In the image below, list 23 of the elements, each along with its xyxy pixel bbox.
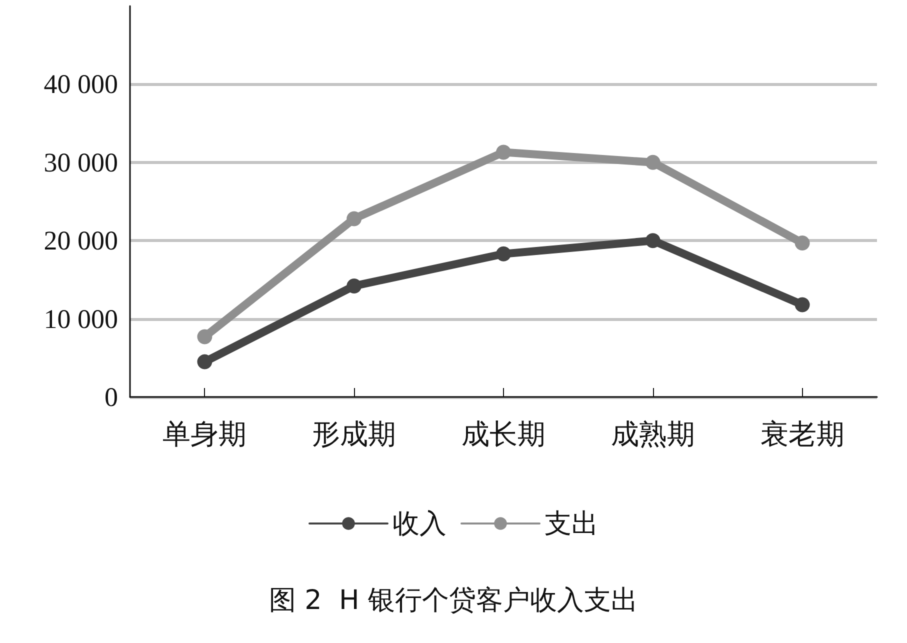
x-tick-label: 形成期 [312,420,396,450]
y-tick-label: 20 000 [44,226,118,256]
point [794,235,810,250]
point [197,354,212,370]
point [645,154,660,170]
point [794,297,810,312]
point [346,278,362,294]
point [346,211,362,226]
x-tick-label: 单身期 [162,420,247,450]
y-tick-label: 40 000 [44,69,118,100]
legend-label: 收入 [392,508,446,538]
text: 图 2 H 银行个贷客户收入支出 [269,585,638,616]
point [645,233,660,248]
y-tick-label: 0 [104,382,118,412]
point [496,246,511,262]
x-tick-label: 成长期 [462,420,546,450]
y-tick-label: 10 000 [44,304,118,334]
x-tick-label: 成熟期 [610,420,695,450]
legend-label: 支出 [544,508,598,538]
point [496,144,511,160]
x-tick-label: 衰老期 [760,420,844,450]
point [197,329,212,344]
y-tick-label: 30 000 [44,147,118,178]
